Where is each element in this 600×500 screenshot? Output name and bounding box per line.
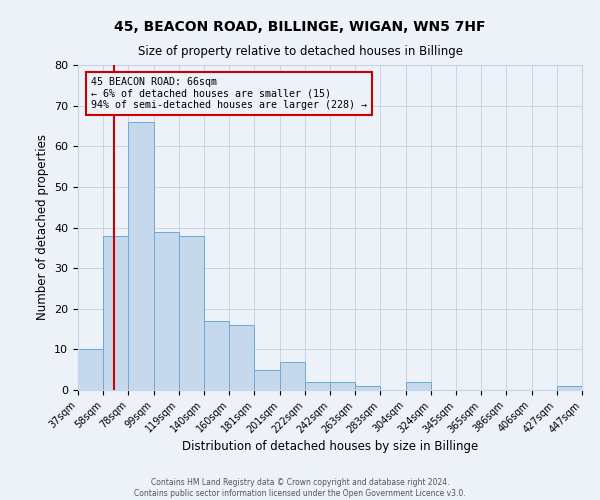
Bar	[330, 382, 355, 390]
Bar	[78, 350, 103, 390]
Bar	[355, 386, 380, 390]
Bar	[280, 362, 305, 390]
Bar	[204, 321, 229, 390]
Text: Contains HM Land Registry data © Crown copyright and database right 2024.
Contai: Contains HM Land Registry data © Crown c…	[134, 478, 466, 498]
Bar	[254, 370, 280, 390]
Bar	[154, 232, 179, 390]
X-axis label: Distribution of detached houses by size in Billinge: Distribution of detached houses by size …	[182, 440, 478, 454]
Bar	[103, 236, 128, 390]
Bar	[128, 122, 154, 390]
Y-axis label: Number of detached properties: Number of detached properties	[35, 134, 49, 320]
Bar	[179, 236, 204, 390]
Text: 45 BEACON ROAD: 66sqm
← 6% of detached houses are smaller (15)
94% of semi-detac: 45 BEACON ROAD: 66sqm ← 6% of detached h…	[91, 77, 367, 110]
Bar	[406, 382, 431, 390]
Text: Size of property relative to detached houses in Billinge: Size of property relative to detached ho…	[137, 45, 463, 58]
Text: 45, BEACON ROAD, BILLINGE, WIGAN, WN5 7HF: 45, BEACON ROAD, BILLINGE, WIGAN, WN5 7H…	[114, 20, 486, 34]
Bar	[557, 386, 582, 390]
Bar	[305, 382, 330, 390]
Bar	[229, 325, 254, 390]
